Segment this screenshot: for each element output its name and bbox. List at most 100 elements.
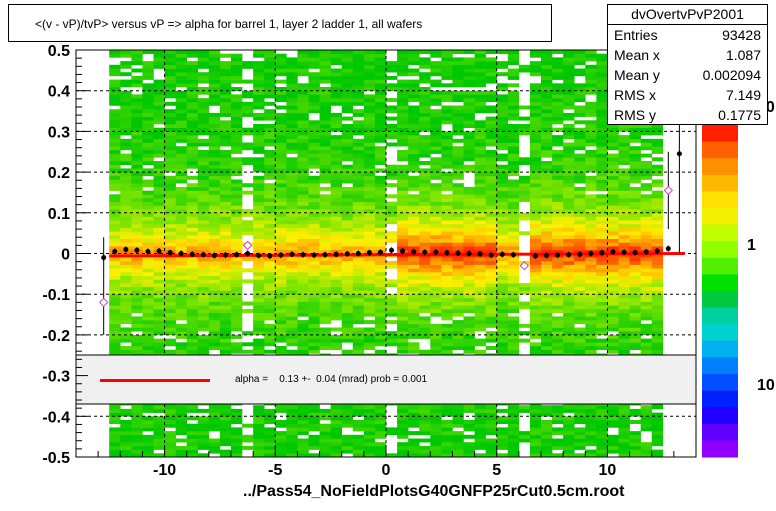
heatmap-cell — [464, 154, 475, 158]
heatmap-cell — [286, 302, 297, 306]
heatmap-cell — [375, 265, 386, 269]
heatmap-cell — [397, 213, 408, 217]
heatmap-cell — [386, 124, 397, 128]
heatmap-cell — [242, 342, 253, 346]
heatmap-cell — [530, 242, 541, 246]
heatmap-cell — [131, 198, 142, 202]
heatmap-cell — [397, 268, 408, 272]
heatmap-cell — [286, 235, 297, 239]
heatmap-cell — [375, 316, 386, 320]
heatmap-cell — [154, 150, 165, 154]
heatmap-cell — [253, 324, 264, 328]
heatmap-cell — [154, 120, 165, 124]
heatmap-cell — [353, 305, 364, 309]
heatmap-cell — [530, 102, 541, 106]
heatmap-cell — [641, 405, 652, 409]
heatmap-cell — [209, 61, 220, 65]
heatmap-cell — [264, 72, 275, 76]
heatmap-cell — [320, 187, 331, 191]
heatmap-cell — [475, 94, 486, 98]
heatmap-cell — [530, 328, 541, 332]
heatmap-cell — [120, 235, 131, 239]
heatmap-cell — [530, 220, 541, 224]
heatmap-cell — [408, 342, 419, 346]
heatmap-cell — [353, 257, 364, 261]
heatmap-cell — [519, 213, 530, 217]
heatmap-cell — [242, 161, 253, 165]
heatmap-cell — [386, 61, 397, 65]
heatmap-cell — [286, 57, 297, 61]
heatmap-cell — [519, 187, 530, 191]
heatmap-cell — [541, 220, 552, 224]
heatmap-cell — [331, 335, 342, 339]
heatmap-cell — [342, 416, 353, 420]
heatmap-cell — [585, 305, 596, 309]
heatmap-cell — [563, 217, 574, 221]
heatmap-cell — [519, 183, 530, 187]
heatmap-cell — [120, 98, 131, 102]
heatmap-cell — [585, 187, 596, 191]
heatmap-cell — [375, 405, 386, 409]
heatmap-cell — [320, 298, 331, 302]
heatmap-cell — [297, 424, 308, 428]
heatmap-cell — [464, 72, 475, 76]
heatmap-cell — [563, 154, 574, 158]
heatmap-cell — [297, 131, 308, 135]
heatmap-cell — [353, 220, 364, 224]
heatmap-cell — [264, 268, 275, 272]
heatmap-cell — [331, 302, 342, 306]
heatmap-cell — [154, 313, 165, 317]
heatmap-cell — [508, 268, 519, 272]
heatmap-cell — [353, 239, 364, 243]
heatmap-cell — [109, 320, 120, 324]
heatmap-cell — [353, 235, 364, 239]
heatmap-cell — [652, 342, 663, 346]
heatmap-cell — [331, 176, 342, 180]
heatmap-cell — [331, 431, 342, 435]
heatmap-cell — [165, 435, 176, 439]
heatmap-cell — [165, 309, 176, 313]
heatmap-cell — [441, 305, 452, 309]
heatmap-cell — [165, 442, 176, 446]
heatmap-cell — [320, 409, 331, 413]
heatmap-cell — [286, 198, 297, 202]
heatmap-cell — [364, 320, 375, 324]
heatmap-cell — [464, 279, 475, 283]
heatmap-cell — [375, 183, 386, 187]
heatmap-cell — [165, 94, 176, 98]
heatmap-cell — [342, 72, 353, 76]
heatmap-cell — [430, 176, 441, 180]
heatmap-cell — [430, 213, 441, 217]
heatmap-cell — [154, 268, 165, 272]
heatmap-cell — [530, 117, 541, 121]
heatmap-cell — [109, 335, 120, 339]
heatmap-cell — [264, 242, 275, 246]
heatmap-cell — [309, 91, 320, 95]
heatmap-cell — [353, 183, 364, 187]
heatmap-cell — [209, 113, 220, 117]
heatmap-cell — [475, 154, 486, 158]
heatmap-cell — [619, 405, 630, 409]
heatmap-cell — [109, 409, 120, 413]
heatmap-cell — [253, 405, 264, 409]
heatmap-cell — [475, 320, 486, 324]
heatmap-cell — [452, 276, 463, 280]
heatmap-cell — [209, 194, 220, 198]
heatmap-cell — [142, 224, 153, 228]
heatmap-cell — [353, 187, 364, 191]
heatmap-cell — [286, 246, 297, 250]
heatmap-cell — [408, 117, 419, 121]
heatmap-cell — [430, 305, 441, 309]
heatmap-cell — [475, 194, 486, 198]
heatmap-cell — [176, 180, 187, 184]
heatmap-cell — [530, 198, 541, 202]
heatmap-cell — [342, 165, 353, 169]
heatmap-cell — [541, 328, 552, 332]
heatmap-cell — [198, 427, 209, 431]
heatmap-cell — [231, 172, 242, 176]
heatmap-cell — [508, 146, 519, 150]
heatmap-cell — [220, 154, 231, 158]
heatmap-cell — [475, 416, 486, 420]
heatmap-cell — [220, 416, 231, 420]
heatmap-cell — [541, 302, 552, 306]
